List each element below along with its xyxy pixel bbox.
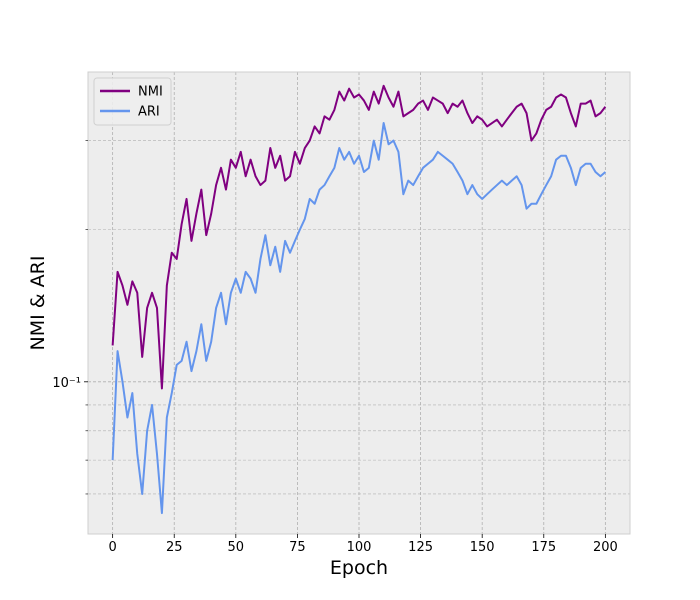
- x-tick-label: 75: [289, 540, 306, 555]
- x-tick-label: 125: [408, 540, 433, 555]
- grid-lines: [88, 72, 630, 534]
- legend: NMI ARI: [93, 77, 172, 126]
- x-tick-label: 0: [108, 540, 116, 555]
- legend-label-nmi: NMI: [138, 85, 163, 100]
- x-axis-label: Epoch: [330, 557, 388, 579]
- axis-ticks: 0 25 50 75 100 125 150 175 200 10⁻¹: [52, 140, 618, 555]
- x-tick-label: 100: [347, 540, 372, 555]
- x-tick-label: 25: [166, 540, 183, 555]
- x-tick-label: 150: [470, 540, 495, 555]
- series-line-nmi: [111, 84, 607, 390]
- series-line-ari: [111, 122, 607, 515]
- legend-label-ari: ARI: [138, 105, 160, 120]
- x-tick-label: 50: [228, 540, 245, 555]
- y-axis-label: NMI & ARI: [27, 256, 49, 351]
- x-tick-label: 175: [531, 540, 556, 555]
- y-tick-label: 10⁻¹: [52, 376, 81, 391]
- x-tick-label: 200: [593, 540, 618, 555]
- series-lines: [111, 84, 607, 515]
